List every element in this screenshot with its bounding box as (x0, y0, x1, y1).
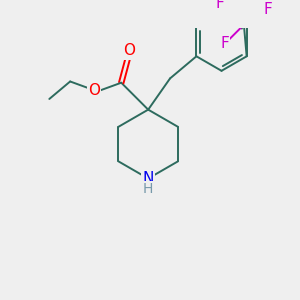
Text: F: F (220, 36, 229, 51)
Text: O: O (123, 44, 135, 59)
Text: H: H (143, 182, 153, 197)
Text: F: F (215, 0, 224, 11)
Text: O: O (88, 83, 100, 98)
Text: N: N (142, 171, 154, 186)
Text: F: F (264, 2, 273, 17)
